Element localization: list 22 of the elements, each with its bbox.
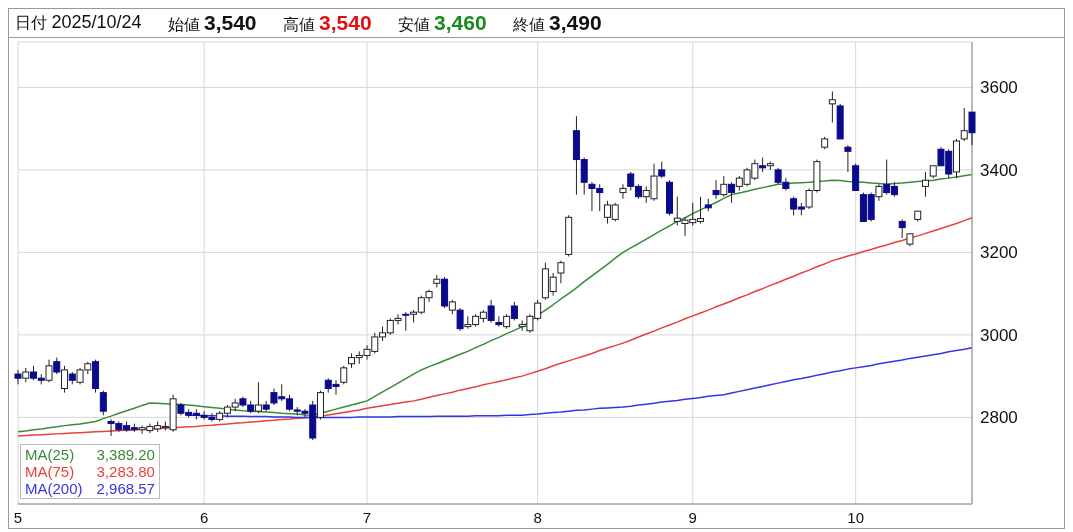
x-tick-label: 10 [847, 508, 864, 526]
y-tick-label: 3600 [980, 78, 1018, 98]
annotation: 3,389.20 [96, 446, 155, 463]
y-tick-label: 2800 [980, 408, 1018, 428]
text: 終値 3,490 [512, 10, 602, 34]
y-tick-label: 3000 [980, 325, 1018, 345]
series-label: MA(75) [25, 463, 75, 480]
text: 安値 3,460 [397, 10, 487, 34]
text: 始値 3,540 [167, 10, 257, 34]
x-tick-label: 8 [533, 508, 542, 526]
y-tick-label: 3400 [980, 160, 1018, 180]
y-tick-label: 3200 [980, 243, 1018, 263]
x-tick-label: 6 [199, 508, 209, 526]
annotation: 2,968.57 [96, 480, 155, 497]
text: 日付 2025/10/24 [15, 12, 142, 32]
text: MA(200) [25, 480, 83, 497]
x-tick-label: 5 [13, 508, 23, 526]
series-label: MA(25) [25, 446, 75, 463]
x-tick-label: 7 [362, 508, 372, 526]
text: 高値 3,540 [282, 10, 372, 34]
annotation: 3,283.80 [96, 463, 155, 480]
x-tick-label: 9 [688, 508, 697, 526]
